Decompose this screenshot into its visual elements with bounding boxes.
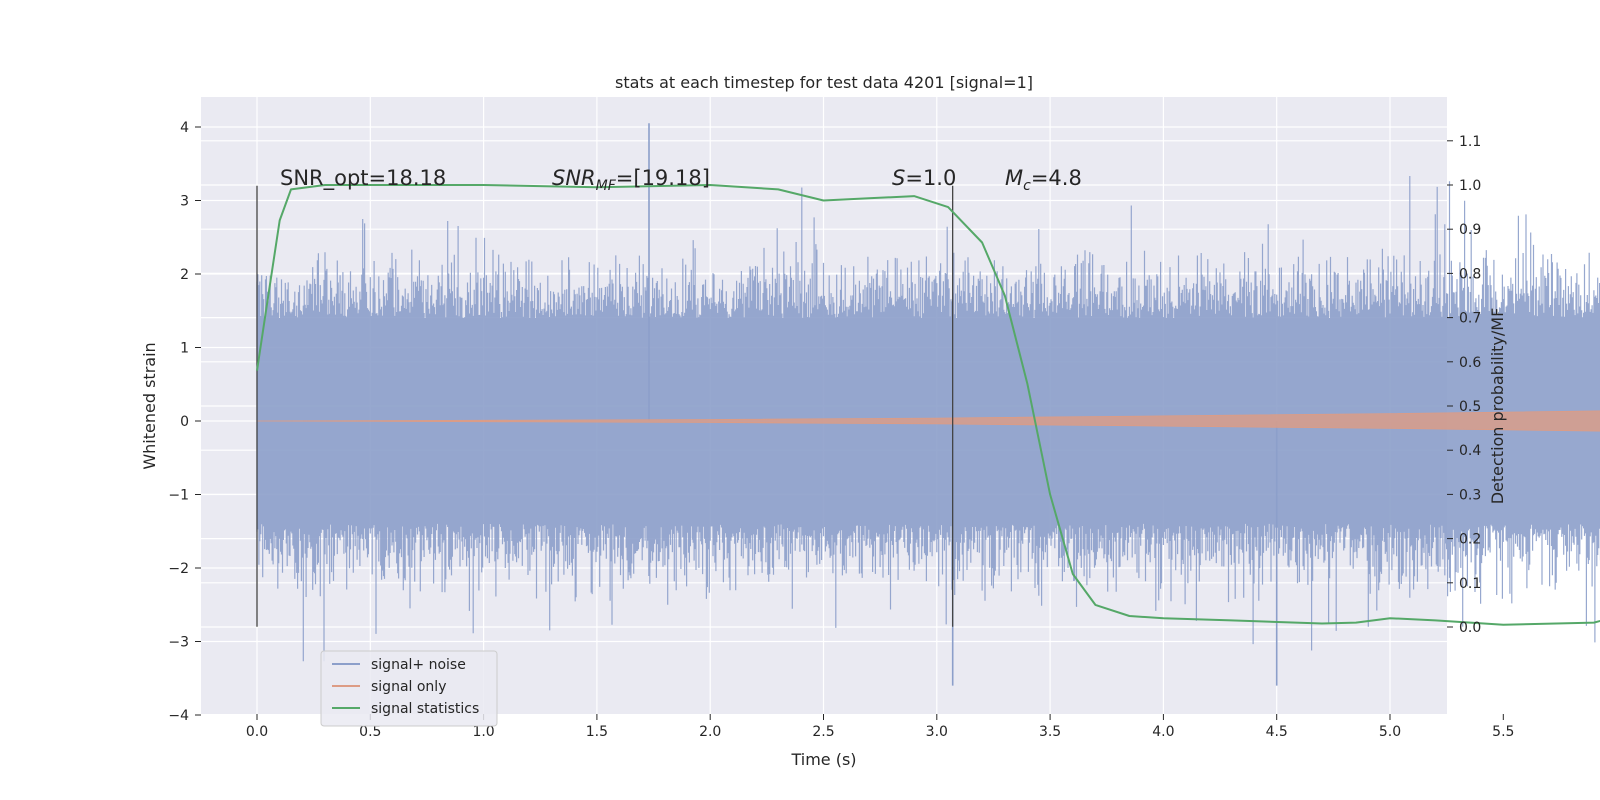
- annotation-mc-symbol: M: [1005, 166, 1023, 190]
- x-tick-label: 3.0: [926, 724, 948, 740]
- y-left-tick-label: 0: [180, 414, 189, 430]
- legend-label-signal-statistics: signal statistics: [371, 701, 479, 717]
- legend-label-signal-noise: signal+ noise: [371, 657, 466, 673]
- y-right-tick-label: 0.3: [1459, 487, 1481, 503]
- x-tick-label: 3.5: [1039, 724, 1061, 740]
- y-right-tick-label: 0.1: [1459, 576, 1481, 592]
- x-tick-label: 4.5: [1266, 724, 1288, 740]
- annotation-mc-subscript: c: [1023, 178, 1031, 194]
- y-right-tick-label: 0.7: [1459, 311, 1481, 327]
- annotation-snr-opt: SNR_opt=18.18: [280, 166, 446, 191]
- y-axis-left-label: Whitened strain: [140, 342, 159, 469]
- x-tick-label: 2.5: [812, 724, 834, 740]
- x-tick-label: 0.0: [246, 724, 268, 740]
- legend-box: [320, 650, 498, 727]
- y-left-tick-label: 3: [180, 194, 189, 210]
- x-tick-label: 1.0: [472, 724, 494, 740]
- chart-title: stats at each timestep for test data 420…: [615, 73, 1033, 92]
- y-left-tick-label: 2: [180, 267, 189, 283]
- x-tick-label: 5.0: [1379, 724, 1401, 740]
- annotation-snr-mf: SNRMF=[19.18]: [552, 166, 710, 194]
- x-axis-label: Time (s): [790, 750, 856, 769]
- ticks: 0.00.51.01.52.02.53.03.54.04.55.05.56.06…: [168, 120, 1514, 740]
- vertical-markers: [256, 185, 954, 627]
- x-tick-label: 0.5: [359, 724, 381, 740]
- signal-statistics-series: [256, 184, 1600, 626]
- x-tick-label: 5.5: [1492, 724, 1514, 740]
- annotation-snr-mf-symbol: SNR: [552, 166, 596, 190]
- annotation-s-symbol: S: [892, 166, 905, 190]
- y-right-tick-label: 0.0: [1459, 620, 1481, 636]
- y-right-tick-label: 1.1: [1459, 134, 1481, 150]
- y-left-tick-label: 1: [180, 341, 189, 357]
- annotation-snr-mf-value: =[19.18]: [616, 166, 710, 190]
- y-right-tick-label: 1.0: [1459, 178, 1481, 194]
- y-right-tick-label: 0.4: [1459, 443, 1481, 459]
- y-right-tick-label: 0.9: [1459, 222, 1481, 238]
- legend-label-signal-only: signal only: [371, 679, 446, 695]
- y-left-tick-label: −1: [168, 488, 189, 504]
- signal-statistics-line: [256, 184, 1600, 626]
- y-right-tick-label: 0.2: [1459, 532, 1481, 548]
- y-left-tick-label: −3: [168, 635, 189, 651]
- y-left-tick-label: −4: [168, 708, 189, 724]
- legend: signal+ noise signal only signal statist…: [320, 650, 498, 727]
- x-tick-label: 1.5: [586, 724, 608, 740]
- annotation-s-value: =1.0: [905, 166, 956, 190]
- y-axis-right-label: Detection probability/MF: [1488, 308, 1507, 505]
- annotation-mc: Mc=4.8: [1005, 166, 1082, 194]
- signal-only-envelope: [256, 410, 1600, 432]
- annotation-mc-value: =4.8: [1031, 166, 1082, 190]
- y-left-tick-label: 4: [180, 120, 189, 136]
- annotation-snr-mf-subscript: MF: [596, 178, 617, 194]
- signal-only-series: [256, 410, 1600, 432]
- x-tick-label: 2.0: [699, 724, 721, 740]
- annotation-s: S=1.0: [892, 166, 956, 190]
- y-right-tick-label: 0.8: [1459, 266, 1481, 282]
- x-tick-label: 4.0: [1152, 724, 1174, 740]
- y-left-tick-label: −2: [168, 561, 189, 577]
- y-right-tick-label: 0.5: [1459, 399, 1481, 415]
- y-right-tick-label: 0.6: [1459, 355, 1481, 371]
